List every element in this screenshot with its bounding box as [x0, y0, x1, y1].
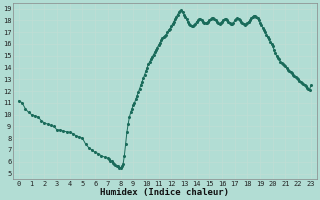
X-axis label: Humidex (Indice chaleur): Humidex (Indice chaleur) — [100, 188, 229, 197]
